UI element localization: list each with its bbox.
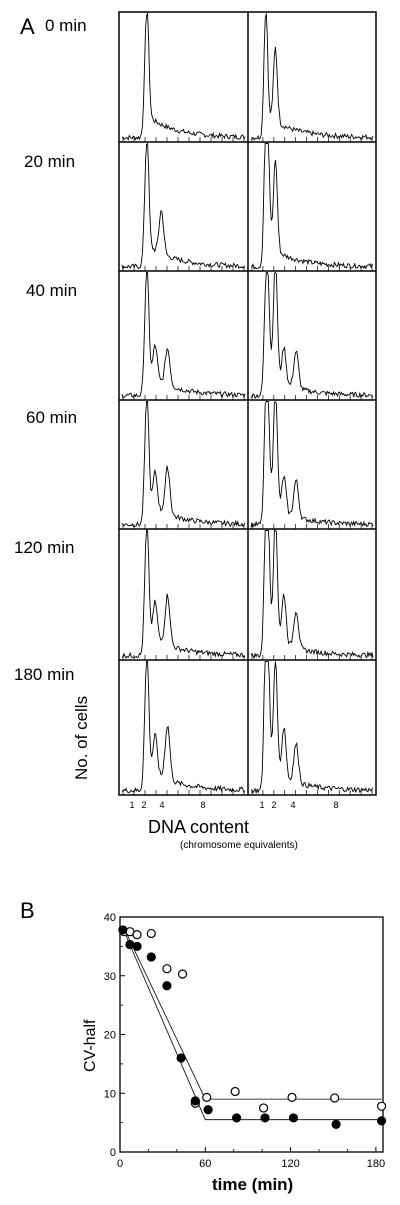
- histogram-trace-40-min-left: [121, 272, 246, 399]
- point-filled: [260, 1113, 270, 1123]
- dna-tick-label-right: 8: [333, 800, 338, 810]
- histogram-trace-20-min-right: [251, 143, 374, 270]
- point-open: [376, 1101, 387, 1111]
- dna-tick-label-left: 1: [129, 800, 134, 810]
- point-filled: [146, 952, 156, 962]
- histogram-trace-60-min-right: [250, 400, 374, 529]
- point-filled: [376, 1116, 387, 1126]
- panel-b-letter: B: [20, 898, 35, 923]
- x-tick-label: 0: [117, 1158, 123, 1170]
- point-filled: [331, 1119, 341, 1129]
- dna-tick-label-left: 8: [200, 800, 205, 810]
- time-label-60: 60 min: [26, 408, 78, 427]
- y-tick-label: 30: [104, 971, 116, 983]
- point-filled: [203, 1105, 213, 1115]
- time-label-0: 0 min: [45, 16, 87, 35]
- x-tick-label: 120: [281, 1158, 299, 1170]
- x-axis-label-dna: DNA content: [148, 817, 250, 837]
- x-axis-sublabel: (chromosome equivalents): [180, 840, 298, 851]
- dna-tick-label-right: 4: [290, 800, 295, 810]
- time-label-120: 120 min: [14, 538, 75, 557]
- point-filled: [288, 1113, 299, 1123]
- point-filled: [162, 981, 172, 991]
- histogram-trace-20-min-left: [121, 142, 246, 271]
- point-open: [202, 1092, 212, 1102]
- y-tick-label: 40: [104, 912, 116, 924]
- time-label-180: 180 min: [14, 665, 75, 684]
- y-tick-label: 0: [110, 1147, 116, 1159]
- dna-tick-label-right: 1: [259, 800, 264, 810]
- dna-tick-label-left: 2: [141, 800, 146, 810]
- point-filled: [118, 925, 128, 935]
- point-open: [258, 1103, 269, 1113]
- fit-line-0: [123, 928, 382, 1100]
- histogram-trace-60-min-left: [121, 401, 246, 528]
- dna-tick-label-right: 2: [271, 800, 276, 810]
- point-filled: [132, 941, 142, 951]
- y-axis-label-cvhalf: CV-half: [82, 1019, 99, 1072]
- point-filled: [231, 1113, 242, 1123]
- point-open: [330, 1093, 340, 1103]
- x-tick-label: 180: [367, 1158, 385, 1170]
- point-filled: [190, 1096, 200, 1106]
- point-open: [177, 969, 188, 979]
- histogram-trace-0-min-left: [121, 11, 246, 141]
- point-open: [287, 1092, 297, 1102]
- time-label-20: 20 min: [24, 152, 76, 171]
- point-open: [230, 1086, 240, 1097]
- point-open: [132, 930, 142, 940]
- y-tick-label: 20: [104, 1030, 116, 1042]
- plot-frame: [119, 916, 384, 1153]
- point-open: [146, 928, 156, 939]
- y-tick-label: 10: [104, 1088, 116, 1100]
- panel-a-letter: A: [20, 14, 35, 39]
- histogram-trace-0-min-right: [250, 13, 374, 141]
- histogram-trace-180-min-left: [121, 660, 246, 794]
- histogram-trace-40-min-right: [250, 271, 374, 399]
- x-axis-label-time: time (min): [212, 1175, 294, 1194]
- point-open: [162, 964, 172, 974]
- x-tick-label: 60: [199, 1158, 211, 1170]
- fit-line-1: [123, 931, 382, 1121]
- dna-tick-label-left: 4: [159, 800, 164, 810]
- point-filled: [176, 1053, 186, 1063]
- histogram-trace-180-min-right: [250, 660, 374, 795]
- histogram-trace-120-min-right: [250, 530, 374, 660]
- time-label-40: 40 min: [26, 281, 78, 300]
- histogram-trace-120-min-left: [121, 530, 246, 659]
